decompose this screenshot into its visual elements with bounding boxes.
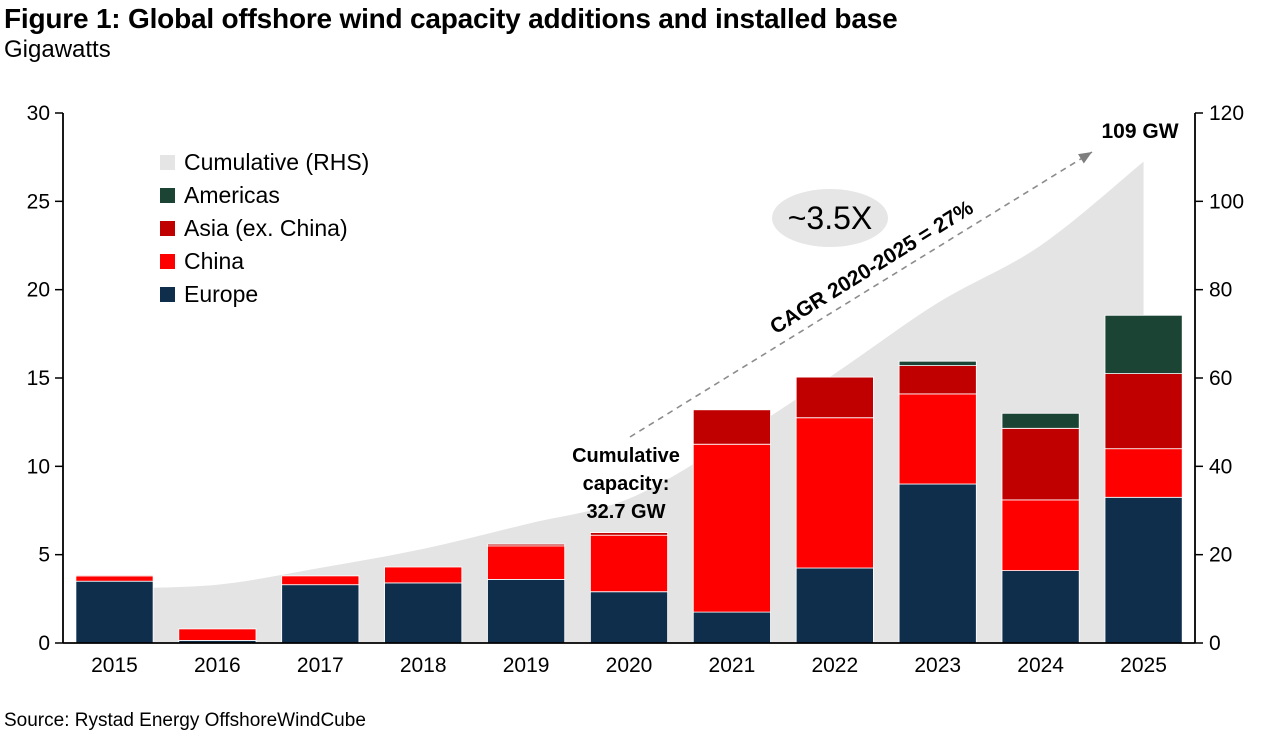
legend-item-asia-ex-china: Asia (ex. China) (160, 212, 369, 245)
x-axis-year-label: 2021 (709, 654, 756, 677)
bar-segment-2019-china (487, 545, 566, 580)
x-axis-year-label: 2023 (914, 654, 961, 677)
bar-segment-2016-china (178, 628, 257, 641)
figure-title: Figure 1: Global offshore wind capacity … (4, 3, 898, 34)
bar-segment-2022-asia-ex-china (795, 376, 874, 419)
bar-segment-2015-china (75, 575, 154, 582)
bar-segment-2021-europe (692, 611, 771, 644)
legend-swatch-icon (160, 221, 175, 236)
chart-legend: Cumulative (RHS) Americas Asia (ex. China)… (160, 146, 369, 311)
x-axis-year-label: 2020 (606, 654, 653, 677)
cumulative-capacity-note-value: 32.7 GW (586, 501, 666, 523)
cumulative-area (114, 161, 1144, 644)
source-line: Source: Rystad Energy OffshoreWindCube (4, 710, 366, 731)
bar-segment-2023-americas (898, 360, 977, 367)
legend-swatch-icon (160, 254, 175, 269)
legend-label: Europe (184, 281, 259, 307)
bar-segment-2023-asia-ex-china (898, 365, 977, 395)
x-axis-year-label: 2018 (400, 654, 447, 677)
bar-segment-2021-china (692, 443, 771, 613)
x-axis-year-label: 2017 (297, 654, 344, 677)
legend-item-europe: Europe (160, 278, 369, 311)
bar-segment-2017-europe (281, 584, 360, 644)
bar-segment-2019-europe (487, 579, 566, 644)
legend-item-china: China (160, 245, 369, 278)
legend-swatch-icon (160, 287, 175, 302)
right-axis-tick-label: 40 (1209, 455, 1232, 478)
legend-label: China (184, 248, 245, 274)
left-axis-tick-label: 15 (27, 367, 50, 390)
figure-subtitle: Gigawatts (4, 36, 111, 63)
bar-segment-2022-europe (795, 567, 874, 644)
bar-segment-2020-europe (590, 591, 669, 644)
bar-segment-2019-asia-ex-china (487, 543, 566, 547)
x-axis-year-label: 2024 (1017, 654, 1064, 677)
bar-segment-2025-asia-ex-china (1104, 373, 1183, 450)
bar-segment-2022-china (795, 417, 874, 569)
growth-arrow-head-icon (1078, 152, 1092, 164)
bar-segment-2025-china (1104, 448, 1183, 498)
left-axis-tick-label: 5 (38, 544, 50, 567)
right-axis-tick-label: 0 (1209, 632, 1221, 655)
right-axis-tick-label: 60 (1209, 367, 1232, 390)
x-axis-year-label: 2016 (194, 654, 241, 677)
x-axis-year-label: 2019 (503, 654, 550, 677)
legend-swatch-icon (160, 155, 175, 170)
bar-segment-2018-europe (384, 582, 463, 644)
legend-swatch-icon (160, 188, 175, 203)
bar-segment-2023-europe (898, 483, 977, 644)
right-axis-tick-label: 100 (1209, 190, 1244, 213)
bar-segment-2017-china (281, 575, 360, 586)
legend-label: Americas (184, 182, 280, 208)
bar-segment-2025-americas (1104, 314, 1183, 374)
bar-segment-2024-europe (1001, 570, 1080, 644)
bar-segment-2020-china (590, 534, 669, 593)
x-axis-year-label: 2015 (91, 654, 138, 677)
legend-label: Asia (ex. China) (184, 215, 348, 241)
bar-segment-2025-europe (1104, 496, 1183, 644)
x-axis-year-label: 2022 (811, 654, 858, 677)
multiplier-annotation: ~3.5X (772, 189, 888, 247)
bar-segment-2018-china (384, 566, 463, 584)
legend-item-cumulative-rhs: Cumulative (RHS) (160, 146, 369, 179)
growth-arrow-line (629, 151, 1093, 438)
legend-label: Cumulative (RHS) (184, 149, 370, 175)
right-axis-tick-label: 20 (1209, 544, 1232, 567)
x-axis-year-label: 2025 (1120, 654, 1167, 677)
left-axis-tick-label: 20 (27, 279, 50, 302)
final-capacity-label: 109 GW (1101, 120, 1179, 143)
bar-segment-2021-asia-ex-china (692, 409, 771, 445)
left-axis-tick-label: 10 (27, 455, 50, 478)
right-axis-tick-label: 120 (1209, 102, 1244, 125)
left-axis-tick-label: 0 (38, 632, 50, 655)
cumulative-capacity-note-label: Cumulative capacity: (572, 445, 680, 495)
cumulative-capacity-note: Cumulative capacity: 32.7 GW (548, 442, 704, 526)
figure-header: Figure 1: Global offshore wind capacity … (4, 2, 898, 64)
bar-segment-2024-americas (1001, 412, 1080, 429)
bar-segment-2020-asia-ex-china (590, 532, 669, 536)
bar-segment-2023-china (898, 393, 977, 485)
bar-segment-2024-china (1001, 499, 1080, 571)
left-axis-tick-label: 30 (27, 102, 50, 125)
bar-segment-2015-asia-ex-china (75, 574, 154, 577)
legend-item-americas: Americas (160, 179, 369, 212)
left-axis-tick-label: 25 (27, 190, 50, 213)
bar-segment-2024-asia-ex-china (1001, 427, 1080, 501)
bar-segment-2015-europe (75, 580, 154, 644)
right-axis-tick-label: 80 (1209, 279, 1232, 302)
